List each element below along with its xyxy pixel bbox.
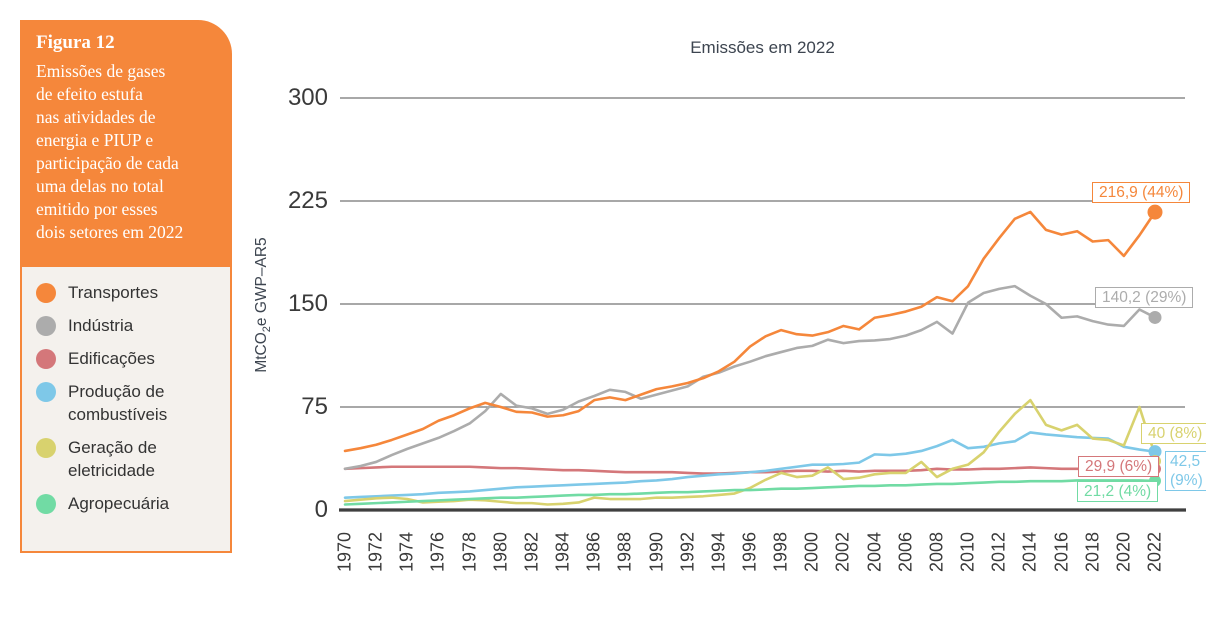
callout-edificacoes-2022: 29,9 (6%) xyxy=(1078,456,1160,477)
figure-number: Figura 12 xyxy=(36,32,115,53)
series-endpoint-producao xyxy=(1148,445,1162,459)
callout-agropecuaria-2022: 21,2 (4%) xyxy=(1077,481,1159,502)
x-tick-label: 2006 xyxy=(895,531,916,573)
transportes-color-dot-icon xyxy=(36,283,56,303)
agropecuaria-color-dot-icon xyxy=(36,494,56,514)
x-tick-label: 1990 xyxy=(646,531,667,573)
x-tick-label: 1992 xyxy=(677,531,698,573)
x-tick-label: 1976 xyxy=(427,531,448,573)
figure-description-line: uma delas no total xyxy=(36,176,164,196)
x-tick-label: 2022 xyxy=(1144,531,1165,573)
legend-item-edificacoes: Edificações xyxy=(36,347,224,370)
callout-industria-2022: 140,2 (29%) xyxy=(1095,287,1194,308)
x-tick-label: 1986 xyxy=(583,531,604,573)
producao-color-dot-icon xyxy=(36,382,56,402)
figure-description-line: Emissões de gases xyxy=(36,61,166,81)
series-line-transportes xyxy=(343,210,1157,453)
x-tick-label: 1984 xyxy=(552,531,573,573)
legend-item-industria: Indústria xyxy=(36,314,224,337)
industria-color-dot-icon xyxy=(36,316,56,336)
legend-label: Geração de eletricidade xyxy=(68,438,157,480)
y-tick-label: 225 xyxy=(287,187,328,214)
x-tick-label: 1994 xyxy=(708,531,729,573)
x-tick-label: 2014 xyxy=(1019,531,1040,573)
x-tick-label: 1982 xyxy=(521,531,542,573)
x-tick-label: 2004 xyxy=(864,531,885,573)
legend-label: Agropecuária xyxy=(68,494,170,513)
figure-header-panel: Figura 12 Emissões de gases de efeito es… xyxy=(20,20,232,265)
x-tick-label: 2012 xyxy=(988,531,1009,573)
series-endpoint-transportes xyxy=(1147,204,1163,220)
x-tick-label: 2000 xyxy=(801,531,822,573)
legend-label: Produção de combustíveis xyxy=(68,382,168,424)
x-tick-label: 1998 xyxy=(770,531,791,573)
x-tick-label: 2018 xyxy=(1082,531,1103,573)
x-tick-label: 1970 xyxy=(334,531,355,573)
x-tick-label: 2008 xyxy=(926,531,947,573)
edificacoes-color-dot-icon xyxy=(36,349,56,369)
legend-label: Transportes xyxy=(68,283,159,302)
geracao-color-dot-icon xyxy=(36,438,56,458)
series-endpoint-industria xyxy=(1148,310,1162,324)
series-line-geracao xyxy=(343,398,1157,506)
callout-transportes-2022: 216,9 (44%) xyxy=(1092,182,1191,203)
figure-description-line: emitido por esses xyxy=(36,199,158,219)
x-tick-label: 1980 xyxy=(490,531,511,573)
legend-item-transportes: Transportes xyxy=(36,281,224,304)
figure-description-line: nas atividades de xyxy=(36,107,156,127)
series-line-industria xyxy=(343,284,1157,471)
legend-item-geracao: Geração de eletricidade xyxy=(36,436,224,482)
y-tick-label: 75 xyxy=(301,393,328,420)
y-tick-label: 0 xyxy=(314,496,328,523)
x-tick-label: 1996 xyxy=(739,531,760,573)
x-tick-label: 2020 xyxy=(1113,531,1134,573)
legend-item-agropecuaria: Agropecuária xyxy=(36,492,224,515)
legend: Transportes Indústria Edificações Produç… xyxy=(20,265,232,553)
y-tick-label: 150 xyxy=(287,290,328,317)
figure-description: Emissões de gases de efeito estufa nas a… xyxy=(36,60,217,244)
y-tick-label: 300 xyxy=(287,84,328,111)
x-tick-label: 2016 xyxy=(1051,531,1072,573)
legend-label: Edificações xyxy=(68,349,155,368)
callout-producao-2022: 42,5 (9%) xyxy=(1165,451,1206,491)
series-line-producao xyxy=(343,431,1157,499)
legend-item-producao: Produção de combustíveis xyxy=(36,380,224,426)
figure-description-line: energia e PIUP e xyxy=(36,130,154,150)
series-line-agropecuaria xyxy=(343,479,1157,506)
figure-description-line: participação de cada xyxy=(36,153,179,173)
figure-description-line: de efeito estufa xyxy=(36,84,143,104)
x-tick-label: 1974 xyxy=(396,531,417,573)
x-tick-label: 2002 xyxy=(832,531,853,573)
x-tick-label: 1988 xyxy=(614,531,635,573)
callout-geracao-2022: 40 (8%) xyxy=(1141,423,1206,444)
legend-label: Indústria xyxy=(68,316,134,335)
chart-title: Emissões em 2022 xyxy=(690,38,835,57)
figure-description-line: dois setores em 2022 xyxy=(36,222,184,242)
x-tick-label: 1978 xyxy=(459,531,480,573)
x-tick-label: 2010 xyxy=(957,531,978,573)
x-tick-label: 1972 xyxy=(365,531,386,573)
